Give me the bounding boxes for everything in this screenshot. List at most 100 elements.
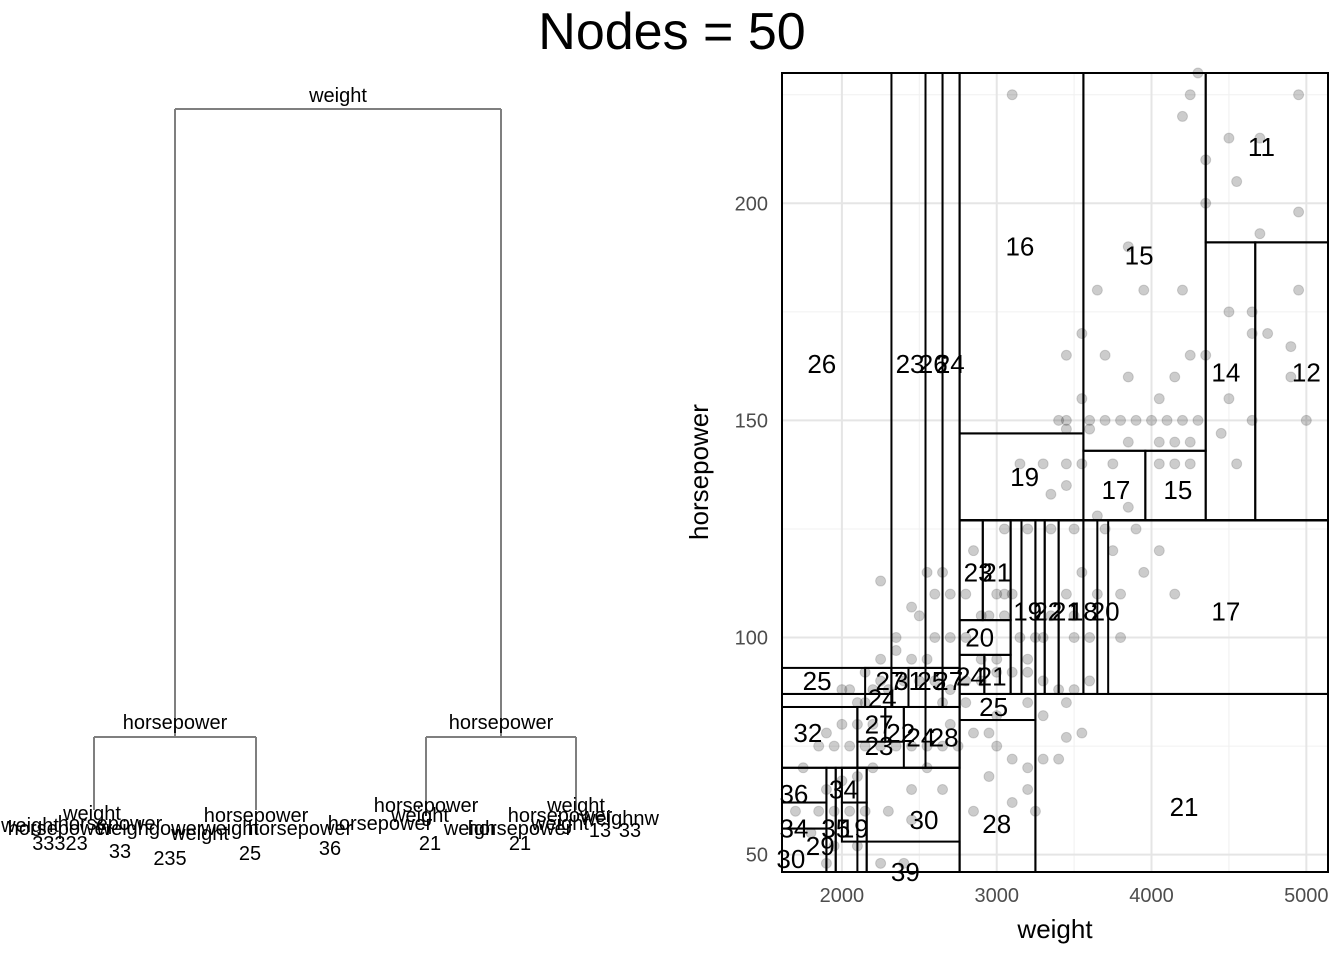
dendrogram-leaf-label: horsepower [468,818,573,840]
region-label-20: 20 [965,623,994,653]
data-point [1076,727,1088,739]
data-point [875,675,887,687]
data-point [1022,697,1034,709]
data-point [813,740,825,752]
region-label-24: 24 [906,722,935,752]
data-point [983,770,995,782]
region-label-19: 19 [1010,462,1039,492]
data-point [1099,414,1111,426]
data-point [1076,458,1088,470]
dendrogram-leaf-label: weighgower [96,818,204,840]
data-point [813,805,825,817]
dendrogram-split-label-3a: horsepower [204,805,309,827]
data-point [1146,414,1158,426]
dendrogram-leaf-label: 33 [619,820,641,842]
data-point [1223,306,1235,318]
region-label-17: 17 [1211,596,1240,626]
region-label-25: 25 [917,666,946,696]
data-point [1060,588,1072,600]
data-point [929,588,941,600]
region-label-31: 31 [894,666,923,696]
data-point [1084,414,1096,426]
data-point [1285,371,1297,383]
data-point [1037,632,1049,644]
data-point [944,718,956,730]
region-label-23: 23 [896,349,925,379]
data-point [1045,488,1057,500]
region-label-16: 16 [1005,232,1034,262]
data-point [1037,710,1049,722]
region-label-11: 11 [1248,132,1275,162]
data-point [1006,666,1018,678]
data-point [944,684,956,696]
region-label-24: 24 [956,662,985,692]
data-point [1060,697,1072,709]
dendrogram-leaf-label: horsepower [248,818,353,840]
region-label-22: 22 [1033,596,1062,626]
region-label-24: 24 [936,349,965,379]
data-point [1122,436,1134,448]
dendrogram-leaf-label: weight [390,805,449,827]
data-point [1084,423,1096,435]
data-point [1014,632,1026,644]
region-label-17: 17 [1101,475,1130,505]
data-point [998,588,1010,600]
data-point [1037,458,1049,470]
data-point [1184,458,1196,470]
data-point [967,727,979,739]
dendrogram-leaf-label: horsepower [8,818,113,840]
data-point [1045,610,1057,622]
dendrogram-split-label-3d: weight [546,795,605,817]
data-point [1084,675,1096,687]
data-point [1184,89,1196,101]
data-point [1068,632,1080,644]
region-label-27: 27 [865,709,894,739]
data-point [960,675,972,687]
data-point [1068,523,1080,535]
data-point [1285,341,1297,353]
data-point [960,697,972,709]
data-point [906,653,918,665]
dendrogram-right-split-label: horsepower [449,712,554,734]
partition-rect [865,840,961,874]
region-label-26: 26 [919,349,948,379]
data-point [1169,588,1181,600]
region-label-27: 27 [934,666,963,696]
dendrogram-leaf-label: weight [530,813,589,835]
data-point [967,545,979,557]
data-point [1176,110,1188,122]
data-point [844,740,856,752]
region-label-19: 19 [840,814,869,844]
plot-grid [782,73,1328,872]
region-label-18: 18 [1069,596,1098,626]
data-point [1060,480,1072,492]
data-point [944,632,956,644]
data-point [1130,523,1142,535]
region-label-29: 29 [806,831,835,861]
dendrogram-leaf-label: weigh [443,818,496,840]
data-point [906,783,918,795]
data-point [1107,458,1119,470]
x-tick-label: 3000 [974,885,1019,907]
region-label-35: 35 [821,814,850,844]
region-label-21: 21 [1170,792,1199,822]
data-point [1022,762,1034,774]
data-point [1138,284,1150,296]
data-point [906,740,918,752]
dendrogram-leaf-label: 36 [319,838,341,860]
data-point [1215,427,1227,439]
data-point [875,857,887,869]
region-label-39: 39 [891,857,920,887]
data-point [1169,458,1181,470]
data-point [1223,132,1235,144]
x-tick-label: 5000 [1284,885,1329,907]
region-label-23: 23 [964,557,993,587]
data-point [1115,414,1127,426]
data-point [960,632,972,644]
dendrogram-leaf-label: 21 [509,833,531,855]
data-point [1068,610,1080,622]
data-point [1022,666,1034,678]
dendrogram-leaf-label: weight [200,818,259,840]
data-point [1231,176,1243,188]
